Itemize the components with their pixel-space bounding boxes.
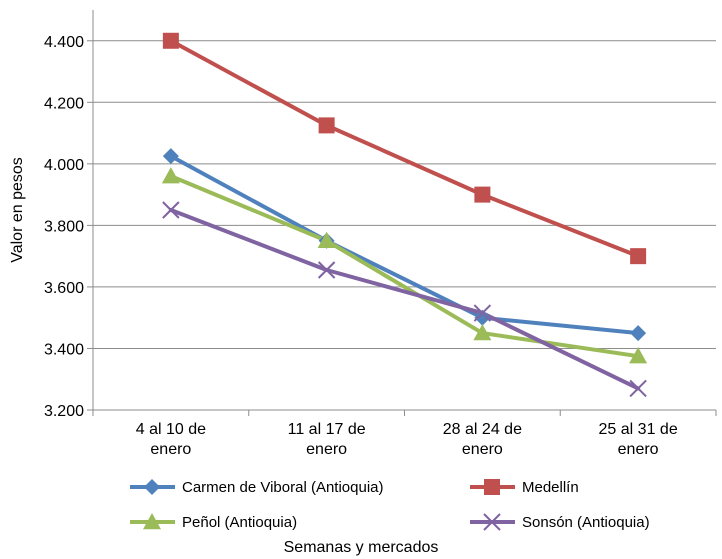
- legend-item: Carmen de Viboral (Antioquia): [130, 479, 384, 496]
- x-tick-label: enero: [150, 441, 191, 458]
- legend-marker: [144, 479, 160, 495]
- legend-item: Medellín: [470, 479, 579, 496]
- legend-marker: [484, 479, 500, 495]
- y-tick-label: 3.800: [44, 218, 84, 235]
- legend-marker: [483, 513, 501, 531]
- data-point-series-2: [474, 186, 491, 203]
- series-line-3: [168, 174, 641, 359]
- y-tick-label: 4.200: [44, 95, 84, 112]
- legend-label: Carmen de Viboral (Antioquia): [182, 479, 384, 496]
- x-tick-label: 25 al 31 de: [599, 421, 678, 438]
- legend-item: Sonsón (Antioquia): [470, 513, 650, 531]
- y-tick-label: 4.400: [44, 34, 84, 51]
- y-axis-title: Valor en pesos: [9, 157, 26, 263]
- data-point-series-4: [629, 379, 647, 398]
- data-point-series-2: [630, 248, 647, 265]
- x-tick-label: enero: [462, 441, 503, 458]
- series-line-2: [168, 38, 641, 259]
- data-point-series-4: [162, 201, 180, 219]
- y-tick-label: 4.000: [44, 157, 84, 174]
- y-tick-labels: 3.200 3.400 3.600 3.800 4.000 4.200 4.400: [44, 34, 84, 420]
- x-tick-labels: 4 al 10 de enero 11 al 17 de enero 28 al 24 …: [136, 421, 678, 458]
- data-point-series-4: [317, 261, 336, 279]
- y-tick-label: 3.200: [44, 403, 84, 420]
- data-point-series-1: [474, 309, 491, 326]
- legend-item: Peñol (Antioquia): [130, 513, 297, 531]
- data-point-series-3: [317, 231, 336, 248]
- x-tick-label: 11 al 17 de: [288, 421, 366, 438]
- x-tick-label: 4 al 10 de: [136, 421, 206, 438]
- y-tick-label: 3.400: [44, 341, 84, 358]
- data-point-series-1: [162, 148, 179, 165]
- data-point-series-2: [162, 32, 179, 49]
- series-line-1: [168, 154, 641, 336]
- data-point-series-3: [161, 167, 180, 184]
- data-point-series-4: [473, 304, 492, 322]
- x-tick-label: enero: [306, 441, 347, 458]
- legend-label: Peñol (Antioquia): [182, 514, 297, 531]
- legend-marker: [143, 513, 161, 530]
- x-axis-title: Semanas y mercados: [284, 539, 439, 556]
- data-point-series-3: [629, 347, 648, 364]
- data-point-series-2: [318, 117, 335, 134]
- series-line-4: [168, 208, 641, 391]
- x-tick-label: enero: [618, 441, 659, 458]
- legend: Carmen de Viboral (Antioquia) Medellín Peñ…: [130, 479, 650, 531]
- x-tick-label: 28 al 24 de: [443, 421, 522, 438]
- legend-label: Medellín: [522, 479, 579, 496]
- data-point-series-1: [630, 325, 647, 342]
- y-tick-label: 3.600: [44, 280, 84, 297]
- series-group: [161, 32, 648, 398]
- legend-label: Sonsón (Antioquia): [522, 514, 650, 531]
- data-point-series-3: [473, 324, 492, 341]
